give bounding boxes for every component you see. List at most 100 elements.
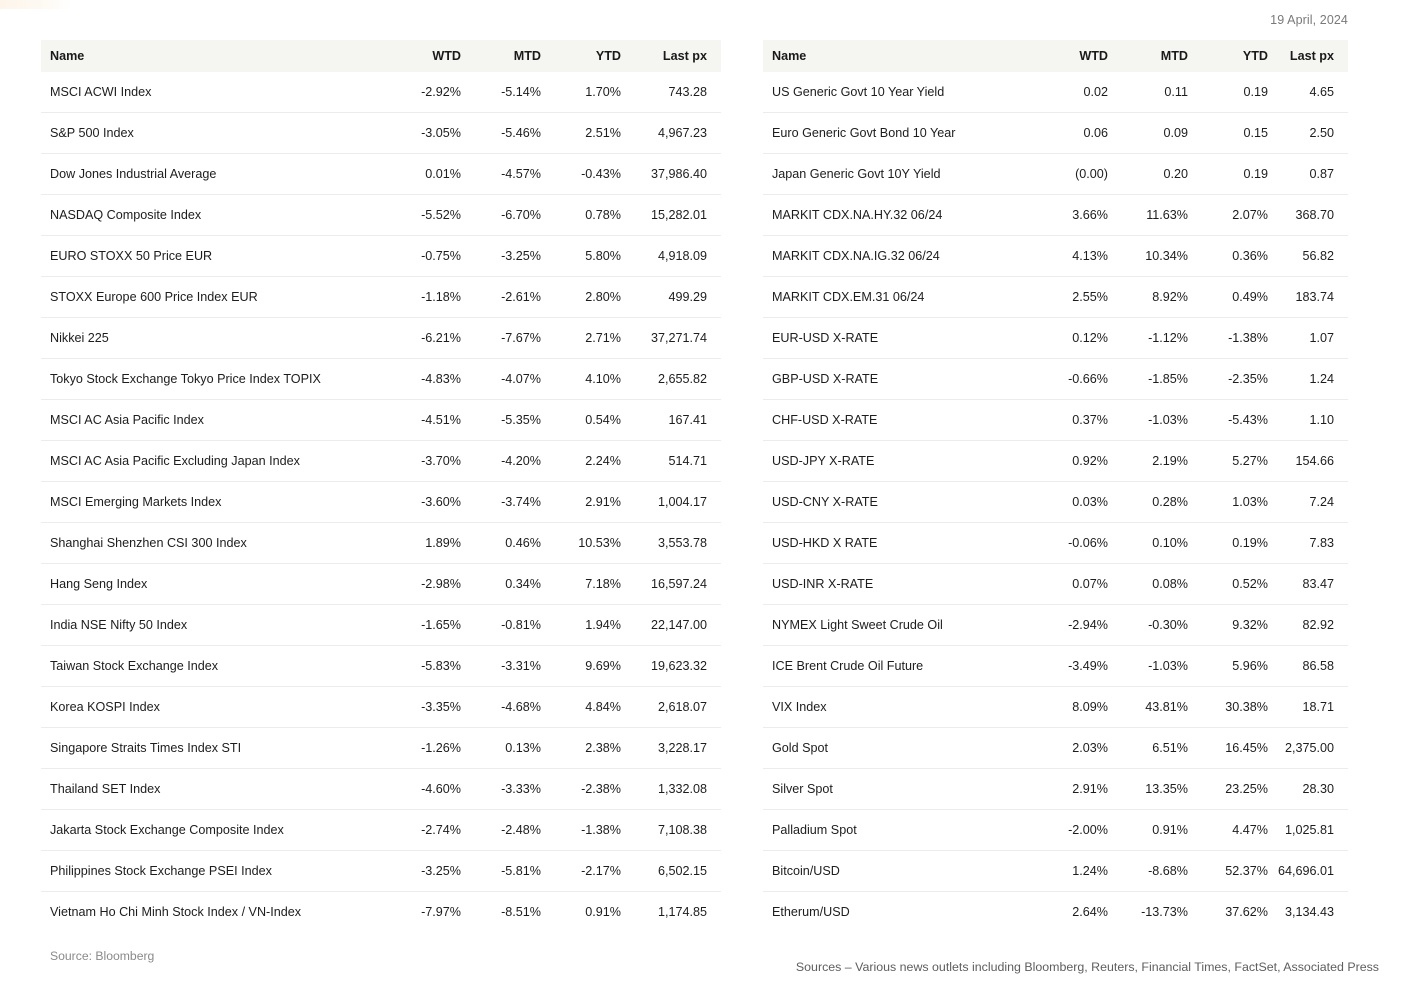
row-last-px: 28.30 bbox=[1268, 768, 1348, 810]
table-row[interactable]: Singapore Straits Times Index STI -1.26% 0… bbox=[41, 727, 721, 769]
row-ytd: -5.43% bbox=[1188, 399, 1268, 441]
column-header-ytd[interactable]: YTD bbox=[541, 40, 621, 72]
table-row[interactable]: Gold Spot 2.03% 6.51% 16.45% 2,375.00 bbox=[763, 727, 1348, 769]
row-name: US Generic Govt 10 Year Yield bbox=[763, 72, 1028, 113]
table-row[interactable]: ICE Brent Crude Oil Future -3.49% -1.03% 5.… bbox=[763, 645, 1348, 687]
equity-indices-panel: Name WTD MTD YTD Last px MSCI ACWI Index… bbox=[41, 40, 721, 963]
table-row[interactable]: Bitcoin/USD 1.24% -8.68% 52.37% 64,696.01 bbox=[763, 850, 1348, 892]
table-row[interactable]: EUR-USD X-RATE 0.12% -1.12% -1.38% 1.07 bbox=[763, 317, 1348, 359]
row-mtd: 2.19% bbox=[1108, 440, 1188, 482]
column-header-ytd[interactable]: YTD bbox=[1188, 40, 1268, 72]
table-row[interactable]: S&P 500 Index -3.05% -5.46% 2.51% 4,967.23 bbox=[41, 112, 721, 154]
row-mtd: -4.68% bbox=[461, 686, 541, 728]
table-row[interactable]: STOXX Europe 600 Price Index EUR -1.18% -2… bbox=[41, 276, 721, 318]
table-row[interactable]: Etherum/USD 2.64% -13.73% 37.62% 3,134.43 bbox=[763, 892, 1348, 933]
table-row[interactable]: MARKIT CDX.EM.31 06/24 2.55% 8.92% 0.49% 183… bbox=[763, 276, 1348, 318]
row-wtd: -0.06% bbox=[1028, 522, 1108, 564]
row-ytd: -1.38% bbox=[541, 809, 621, 851]
row-last-px: 3,134.43 bbox=[1284, 905, 1334, 919]
table-row[interactable]: Nikkei 225 -6.21% -7.67% 2.71% 37,271.74 bbox=[41, 317, 721, 359]
table-row[interactable]: USD-JPY X-RATE 0.92% 2.19% 5.27% 154.66 bbox=[763, 440, 1348, 482]
table-row[interactable]: Thailand SET Index -4.60% -3.33% -2.38% 1,33… bbox=[41, 768, 721, 810]
table-row[interactable]: US Generic Govt 10 Year Yield 0.02 0.11 0.1… bbox=[763, 72, 1348, 113]
row-name: USD-CNY X-RATE bbox=[763, 481, 1028, 523]
table-row[interactable]: Vietnam Ho Chi Minh Stock Index / VN-Ind… bbox=[41, 892, 721, 933]
column-header-mtd[interactable]: MTD bbox=[461, 40, 541, 72]
row-last-px: 2,375.00 bbox=[1268, 727, 1348, 769]
row-last-px: 6,502.15 bbox=[621, 850, 721, 892]
row-name: Euro Generic Govt Bond 10 Year bbox=[763, 112, 1028, 154]
row-mtd: 0.34% bbox=[461, 563, 541, 605]
row-wtd: 1.24% bbox=[1028, 850, 1108, 892]
table-row[interactable]: Jakarta Stock Exchange Composite Index -2… bbox=[41, 809, 721, 851]
row-name: MARKIT CDX.NA.IG.32 06/24 bbox=[763, 235, 1028, 277]
table-row[interactable]: Japan Generic Govt 10Y Yield (0.00) 0.20 0.… bbox=[763, 153, 1348, 195]
table-row[interactable]: GBP-USD X-RATE -0.66% -1.85% -2.35% 1.24 bbox=[763, 358, 1348, 400]
row-name: Philippines Stock Exchange PSEI Index bbox=[41, 850, 381, 892]
column-header-mtd[interactable]: MTD bbox=[1108, 40, 1188, 72]
table-row[interactable]: Taiwan Stock Exchange Index -5.83% -3.31% 9… bbox=[41, 645, 721, 687]
row-mtd: 0.13% bbox=[461, 727, 541, 769]
row-name: USD-INR X-RATE bbox=[763, 563, 1028, 605]
row-mtd: -4.57% bbox=[461, 153, 541, 195]
table-row[interactable]: MSCI Emerging Markets Index -3.60% -3.74% 2… bbox=[41, 481, 721, 523]
market-dashboard: Name WTD MTD YTD Last px MSCI ACWI Index… bbox=[0, 40, 1403, 963]
table-row[interactable]: USD-INR X-RATE 0.07% 0.08% 0.52% 83.47 bbox=[763, 563, 1348, 605]
table-row[interactable]: USD-CNY X-RATE 0.03% 0.28% 1.03% 7.24 bbox=[763, 481, 1348, 523]
table-row[interactable]: India NSE Nifty 50 Index -1.65% -0.81% 1.94… bbox=[41, 604, 721, 646]
column-header-wtd[interactable]: WTD bbox=[1028, 40, 1108, 72]
row-mtd: 0.11 bbox=[1108, 72, 1188, 113]
row-mtd: 0.28% bbox=[1108, 481, 1188, 523]
table-row[interactable]: Palladium Spot -2.00% 0.91% 4.47% 1,025.81 bbox=[763, 809, 1348, 851]
row-last-px: 19,623.32 bbox=[621, 645, 721, 687]
row-last-px: 4,967.23 bbox=[621, 112, 721, 154]
row-ytd: 2.71% bbox=[541, 317, 621, 359]
row-name: Jakarta Stock Exchange Composite Index bbox=[41, 809, 381, 851]
row-wtd: (0.00) bbox=[1028, 153, 1108, 195]
table-row[interactable]: EURO STOXX 50 Price EUR -0.75% -3.25% 5.80%… bbox=[41, 235, 721, 277]
table-row[interactable]: Tokyo Stock Exchange Tokyo Price Index T… bbox=[41, 358, 721, 400]
row-mtd: -4.07% bbox=[461, 358, 541, 400]
row-wtd: -5.83% bbox=[381, 645, 461, 687]
table-row[interactable]: Hang Seng Index -2.98% 0.34% 7.18% 16,597.24 bbox=[41, 563, 721, 605]
row-name: Singapore Straits Times Index STI bbox=[41, 727, 381, 769]
row-last-px: 7,108.38 bbox=[621, 809, 721, 851]
column-header-last-px[interactable]: Last px bbox=[621, 40, 721, 72]
row-mtd: 8.92% bbox=[1108, 276, 1188, 318]
table-row[interactable]: Silver Spot 2.91% 13.35% 23.25% 28.30 bbox=[763, 768, 1348, 810]
table-row[interactable]: Shanghai Shenzhen CSI 300 Index 1.89% 0.46… bbox=[41, 522, 721, 564]
table-row[interactable]: MSCI AC Asia Pacific Index -4.51% -5.35% 0.… bbox=[41, 399, 721, 441]
column-header-wtd[interactable]: WTD bbox=[381, 40, 461, 72]
column-header-name[interactable]: Name bbox=[41, 40, 381, 72]
column-header-name[interactable]: Name bbox=[763, 40, 1028, 72]
table-row[interactable]: MARKIT CDX.NA.HY.32 06/24 3.66% 11.63% 2.07… bbox=[763, 194, 1348, 236]
table-row[interactable]: Euro Generic Govt Bond 10 Year 0.06 0.09 0.… bbox=[763, 112, 1348, 154]
row-name: S&P 500 Index bbox=[41, 112, 381, 154]
row-ytd: 0.52% bbox=[1188, 563, 1268, 605]
row-last-px: 22,147.00 bbox=[621, 604, 721, 646]
row-name: Taiwan Stock Exchange Index bbox=[41, 645, 381, 687]
table-row[interactable]: Philippines Stock Exchange PSEI Index -3.… bbox=[41, 850, 721, 892]
table-row[interactable]: NYMEX Light Sweet Crude Oil -2.94% -0.30% 9… bbox=[763, 604, 1348, 646]
table-row[interactable]: USD-HKD X RATE -0.06% 0.10% 0.19% 7.83 bbox=[763, 522, 1348, 564]
table-row[interactable]: Korea KOSPI Index -3.35% -4.68% 4.84% 2,618.… bbox=[41, 686, 721, 728]
row-wtd: 0.12% bbox=[1028, 317, 1108, 359]
table-row[interactable]: MSCI ACWI Index -2.92% -5.14% 1.70% 743.28 bbox=[41, 72, 721, 113]
row-mtd: 0.10% bbox=[1108, 522, 1188, 564]
table-row[interactable]: MARKIT CDX.NA.IG.32 06/24 4.13% 10.34% 0.36… bbox=[763, 235, 1348, 277]
brand-logo-crop bbox=[0, 0, 72, 9]
table-row[interactable]: Dow Jones Industrial Average 0.01% -4.57% -… bbox=[41, 153, 721, 195]
row-ytd: 2.24% bbox=[541, 440, 621, 482]
table-row[interactable]: CHF-USD X-RATE 0.37% -1.03% -5.43% 1.10 bbox=[763, 399, 1348, 441]
row-wtd: -7.97% bbox=[421, 905, 461, 919]
row-mtd: 10.34% bbox=[1108, 235, 1188, 277]
row-mtd: -3.33% bbox=[461, 768, 541, 810]
row-name: MSCI AC Asia Pacific Excluding Japan Ind… bbox=[41, 440, 381, 482]
table-row[interactable]: MSCI AC Asia Pacific Excluding Japan Ind… bbox=[41, 440, 721, 482]
row-mtd: -0.30% bbox=[1108, 604, 1188, 646]
table-row[interactable]: NASDAQ Composite Index -5.52% -6.70% 0.78% 1… bbox=[41, 194, 721, 236]
column-header-last-px[interactable]: Last px bbox=[1268, 40, 1348, 72]
row-mtd: -7.67% bbox=[461, 317, 541, 359]
table-row[interactable]: VIX Index 8.09% 43.81% 30.38% 18.71 bbox=[763, 686, 1348, 728]
row-last-px: 499.29 bbox=[621, 276, 721, 318]
